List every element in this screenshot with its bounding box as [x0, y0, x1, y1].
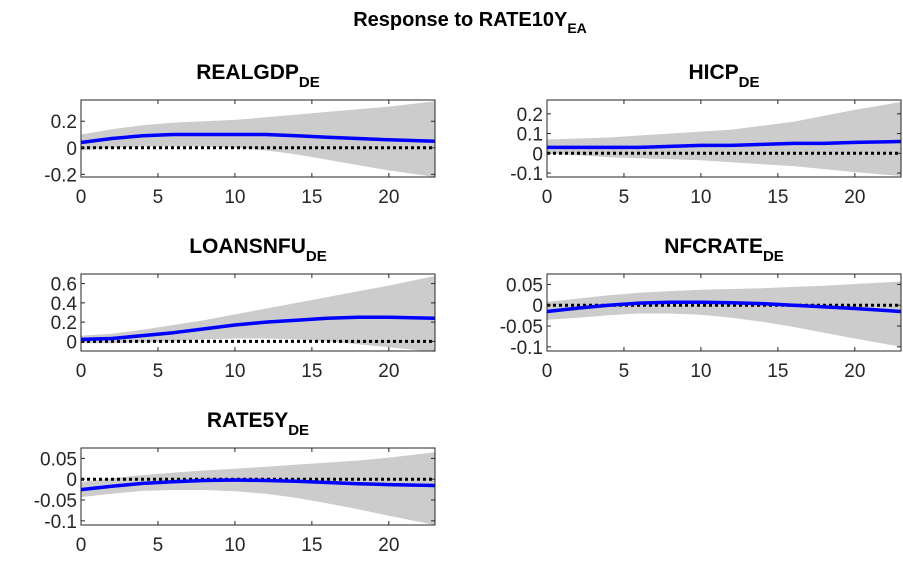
y-tick-label: 0.2: [51, 313, 77, 334]
subplot-title-subscript: DE: [763, 248, 784, 265]
x-tick-label: 10: [690, 187, 711, 208]
axes-box: [80, 447, 436, 526]
subplot-title: LOANSNFUDE: [189, 235, 327, 265]
subplot-title-main: RATE5Y: [207, 409, 288, 432]
axes-box: [546, 273, 902, 352]
y-tick-label: -0.1: [44, 512, 77, 533]
confidence-band: [547, 281, 901, 347]
x-tick-label: 5: [153, 187, 164, 208]
x-tick-label: 0: [542, 361, 553, 382]
confidence-band: [547, 102, 901, 176]
y-tick-label: 0.05: [506, 275, 543, 296]
x-tick-label: 20: [844, 361, 865, 382]
response-line: [80, 478, 436, 492]
axes-box: [546, 99, 902, 178]
subplot-title: HICPDE: [688, 61, 759, 91]
figure-title-main: Response to RATE10Y: [353, 9, 568, 31]
x-tick-label: 10: [224, 361, 245, 382]
x-tick-label: 0: [76, 187, 87, 208]
x-tick-label: 20: [844, 187, 865, 208]
subplot-title-subscript: DE: [739, 74, 760, 91]
axes-box: [80, 99, 436, 178]
y-tick-label: 0.1: [517, 125, 543, 146]
y-tick-label: 0.4: [51, 294, 78, 315]
x-tick-label: 5: [619, 187, 630, 208]
x-tick-label: 10: [224, 187, 245, 208]
response-line: [546, 300, 902, 314]
subplot-title-subscript: DE: [306, 248, 327, 265]
y-tick-label: 0: [532, 296, 543, 317]
x-tick-label: 0: [542, 187, 553, 208]
subplot-title-subscript: DE: [299, 74, 320, 91]
x-tick-label: 0: [76, 535, 87, 556]
response-line: [80, 132, 436, 145]
subplot-title-main: NFCRATE: [664, 235, 763, 258]
confidence-band: [81, 101, 435, 177]
x-tick-label: 20: [378, 361, 399, 382]
subplot-title: RATE5YDE: [207, 409, 309, 439]
y-tick-label: -0.05: [500, 317, 543, 338]
y-tick-label: 0: [66, 332, 77, 353]
y-tick-label: -0.2: [44, 165, 77, 186]
x-tick-label: 10: [690, 361, 711, 382]
response-line: [80, 315, 436, 342]
x-tick-label: 15: [767, 187, 788, 208]
subplot-title-main: LOANSNFU: [189, 235, 306, 258]
figure-title-subscript: EA: [567, 20, 586, 36]
subplot-title: REALGDPDE: [196, 61, 320, 91]
x-tick-label: 10: [224, 535, 245, 556]
x-tick-label: 15: [301, 187, 322, 208]
x-tick-label: 5: [153, 535, 164, 556]
subplot-title-main: REALGDP: [196, 61, 299, 84]
x-tick-label: 20: [378, 535, 399, 556]
y-tick-label: -0.1: [510, 164, 543, 185]
x-tick-label: 0: [76, 361, 87, 382]
subplot-title: NFCRATEDE: [664, 235, 784, 265]
axes-box: [80, 273, 436, 352]
confidence-band: [81, 452, 435, 525]
response-line: [547, 139, 902, 150]
y-tick-label: 0.05: [40, 449, 77, 470]
y-tick-label: 0.6: [51, 275, 77, 296]
x-tick-label: 20: [378, 187, 399, 208]
x-tick-label: 15: [767, 361, 788, 382]
y-tick-label: 0: [66, 139, 77, 160]
y-tick-label: -0.05: [34, 491, 77, 512]
subplot-title-subscript: DE: [288, 422, 309, 439]
y-tick-label: 0.2: [51, 112, 77, 133]
x-tick-label: 5: [153, 361, 164, 382]
subplot-title-main: HICP: [688, 61, 738, 84]
y-tick-label: 0: [66, 470, 77, 491]
y-tick-label: 0.2: [517, 105, 543, 126]
x-tick-label: 15: [301, 535, 322, 556]
x-tick-label: 5: [619, 361, 630, 382]
figure-title: Response to RATE10YEA: [353, 9, 587, 36]
y-tick-label: 0: [532, 144, 543, 165]
y-tick-label: -0.1: [510, 338, 543, 359]
x-tick-label: 15: [301, 361, 322, 382]
